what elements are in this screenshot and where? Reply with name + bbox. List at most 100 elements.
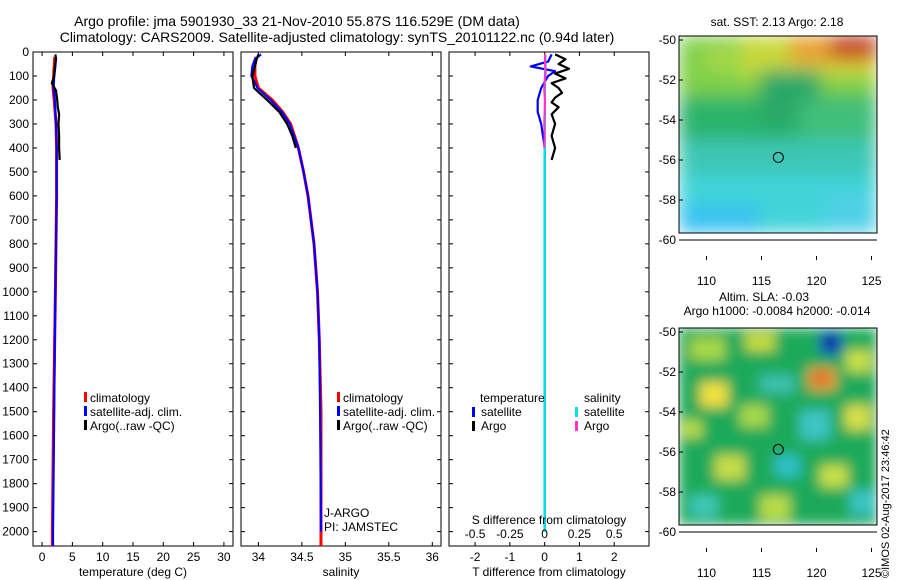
difference-legend-label: satellite [584, 405, 625, 419]
difference-x-tick-label: -1 [505, 550, 516, 564]
sla-map-subtitle: Argo h1000: -0.0084 h2000: -0.014 [684, 304, 871, 318]
depth-tick-label: 900 [9, 261, 29, 275]
temperature-x-tick-label: 15 [126, 550, 140, 564]
depth-tick-label: 300 [9, 117, 29, 131]
temperature-x-tick-label: 0 [39, 550, 46, 564]
argo-location-marker [772, 151, 784, 163]
salinity-x-tick-label: 34.5 [290, 550, 314, 564]
map1-axes-lon-tick-label: 115 [752, 274, 771, 288]
depth-tick-label: 1800 [2, 477, 29, 491]
temperature-x-tick-label: 20 [157, 550, 171, 564]
depth-tick-label: 1600 [2, 429, 29, 443]
sla-heatmap-field [679, 328, 877, 525]
depth-tick-label: 1500 [2, 405, 29, 419]
figure-title-line1: Argo profile: jma 5901930_33 21-Nov-2010… [74, 13, 520, 29]
temperature-legend-label: climatology [90, 391, 150, 405]
depth-tick-label: 100 [9, 69, 29, 83]
map1-axes-lon-tick-label: 110 [697, 274, 716, 288]
salinity-series-line-2 [251, 54, 297, 149]
salinity-diff-axis-label: S difference from climatology [472, 513, 627, 527]
temperature-legend-label: Argo(..raw -QC) [90, 419, 175, 433]
difference-legend-swatch [575, 421, 578, 431]
depth-tick-label: 700 [9, 213, 29, 227]
difference-x-axis-label: T difference from climatology [472, 565, 626, 579]
legend-header-temperature: temperature [480, 391, 545, 405]
difference-series-line-3 [543, 54, 547, 148]
salinity-series-line-1 [250, 53, 323, 532]
temperature-x-axis-label: temperature (deg C) [79, 565, 187, 579]
map2-axes-lon-tick-label: 115 [752, 566, 771, 580]
map1-axes-lat-tick-label: -60 [659, 233, 677, 247]
difference-legend-swatch [472, 421, 475, 431]
map2-axes-lat-tick-label: -56 [659, 445, 677, 459]
temperature-legend-label: satellite-adj. clim. [90, 405, 182, 419]
salinity-x-tick-label: 35 [339, 550, 353, 564]
salinity-legend-label: satellite-adj. clim. [343, 405, 435, 419]
temperature-legend-swatch [84, 420, 87, 430]
difference-x-tick-label: -2 [470, 550, 481, 564]
salinity-x-tick-label: 35.5 [377, 550, 401, 564]
difference-legend-swatch [472, 407, 475, 417]
difference-legend-label: Argo [481, 419, 507, 433]
map1-axes-lat-tick-label: -50 [659, 33, 677, 47]
difference-series-line-1 [550, 53, 571, 161]
temperature-series-line-2 [50, 54, 61, 160]
temperature-legend-swatch [84, 406, 87, 416]
depth-tick-label: 1900 [2, 501, 29, 515]
map2-axes-lon-tick-label: 120 [806, 566, 826, 580]
map2-axes-lat-tick-label: -50 [659, 325, 677, 339]
temperature-legend-swatch [84, 392, 87, 402]
difference-x-tick-label: 1 [576, 550, 583, 564]
platform-annotation: J-ARGO [324, 506, 369, 520]
temperature-x-tick-label: 25 [187, 550, 201, 564]
temperature-panel: 0100200300400500600700800900100011001200… [2, 45, 234, 579]
map1-axes-lon-tick-label: 120 [806, 274, 826, 288]
pi-annotation: PI: JAMSTEC [324, 520, 398, 534]
depth-tick-label: 600 [9, 189, 29, 203]
sst-heatmap-field [679, 36, 877, 233]
map1-axes-lat-tick-label: -58 [659, 193, 677, 207]
depth-tick-label: 1000 [2, 285, 29, 299]
salinity-x-tick-label: 34 [252, 550, 266, 564]
map1-axes-lat-tick-label: -56 [659, 153, 677, 167]
depth-tick-label: 800 [9, 237, 29, 251]
difference-legend-label: satellite [481, 405, 522, 419]
depth-tick-label: 500 [9, 165, 29, 179]
sst-map-title: sat. SST: 2.13 Argo: 2.18 [711, 15, 844, 29]
map2-axes-lat-tick-label: -58 [659, 485, 677, 499]
map1-axes-lat-tick-label: -52 [659, 73, 677, 87]
argo-location-marker [772, 443, 784, 455]
map2-axes-lat-tick-label: -60 [659, 525, 677, 539]
depth-tick-label: 2000 [2, 525, 29, 539]
difference-x-tick-label: 2 [611, 550, 618, 564]
sla-map-panel: Altim. SLA: -0.03 Argo h1000: -0.0084 h2… [659, 290, 882, 580]
salinity-diff-tick-label: 0.25 [568, 527, 592, 541]
map2-axes-lon-tick-label: 125 [861, 566, 881, 580]
temperature-x-tick-label: 30 [217, 550, 231, 564]
map1-axes-lon-tick-label: 125 [861, 274, 881, 288]
salinity-legend-label: climatology [343, 391, 403, 405]
depth-tick-label: 1700 [2, 453, 29, 467]
salinity-diff-tick-label: -0.25 [496, 527, 524, 541]
depth-tick-label: 0 [22, 45, 29, 59]
depth-tick-label: 1300 [2, 357, 29, 371]
temperature-x-tick-label: 5 [69, 550, 76, 564]
difference-panel: -2 -1 0 1 2T difference from climatology -0.5… [448, 51, 650, 579]
depth-tick-label: 1100 [3, 309, 29, 323]
difference-legend-swatch [575, 407, 578, 417]
difference-plot-frame [448, 51, 650, 547]
map2-axes-no-data-band [679, 532, 877, 552]
salinity-x-tick-label: 36 [426, 550, 440, 564]
figure-title-line2: Climatology: CARS2009. Satellite-adjuste… [60, 29, 615, 45]
difference-x-tick-label: 0 [541, 550, 548, 564]
salinity-legend-swatch [337, 392, 340, 402]
salinity-legend-swatch [337, 406, 340, 416]
temperature-x-tick-label: 10 [96, 550, 110, 564]
map2-axes-lon-tick-label: 110 [697, 566, 716, 580]
depth-tick-label: 1400 [2, 381, 29, 395]
temperature-plot-frame [32, 51, 234, 547]
sst-map-panel: sat. SST: 2.13 Argo: 2.18 -50 -52 -54 -56 -5… [659, 15, 882, 288]
difference-legend-label: Argo [584, 419, 610, 433]
sla-map-title: Altim. SLA: -0.03 [719, 290, 809, 304]
